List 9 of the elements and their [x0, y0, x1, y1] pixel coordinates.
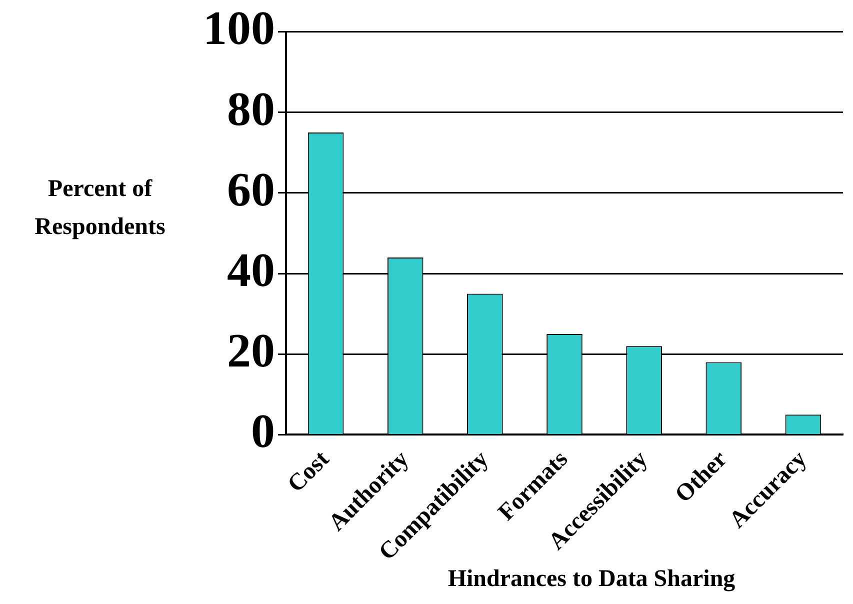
- y-tick-label: 100: [203, 2, 275, 56]
- x-tick-label: Cost: [283, 446, 334, 498]
- x-axis-title: Hindrances to Data Sharing: [446, 566, 736, 593]
- y-tick-label: 60: [227, 163, 275, 216]
- y-tick-label: 0: [251, 405, 275, 458]
- y-tick-label: 20: [227, 324, 275, 378]
- y-axis-title: Percent of Respondents: [34, 175, 166, 242]
- y-tick-label: 80: [227, 82, 275, 136]
- y-tick-label: 40: [227, 244, 275, 297]
